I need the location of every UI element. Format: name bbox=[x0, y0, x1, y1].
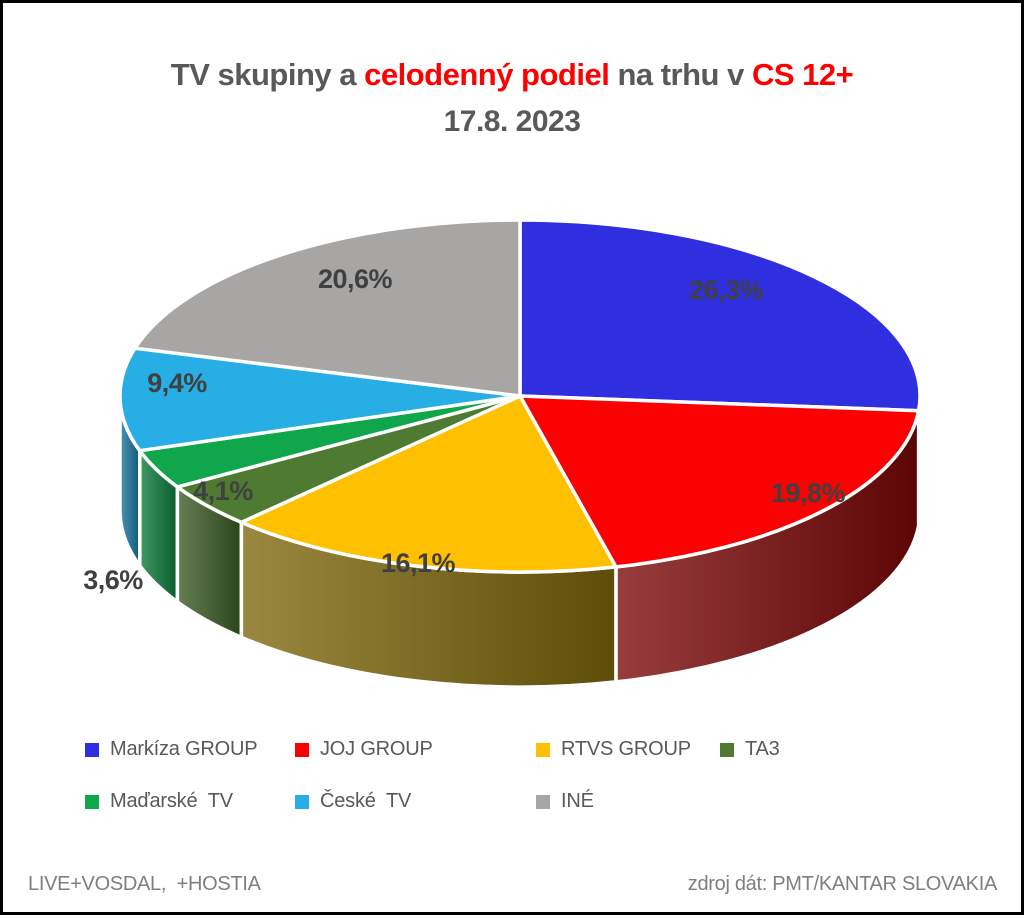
pie-slice-label: 9,4% bbox=[147, 368, 207, 398]
title-part-highlight: celodenný podiel bbox=[364, 57, 610, 92]
pie-slice-label: 19,8% bbox=[771, 478, 846, 508]
footer-source: zdroj dát: PMT/KANTAR SLOVAKIA bbox=[687, 873, 998, 895]
pie-slice-label: 20,6% bbox=[318, 264, 393, 294]
chart-title-line1: TV skupiny a celodenný podiel na trhu v … bbox=[3, 51, 1021, 98]
pie-chart: 26,3% 19,8% 16,1% 4,1% 3,6% 9,4% 20,6% bbox=[83, 218, 922, 689]
pie-slice-label: 3,6% bbox=[83, 565, 143, 595]
pie-slice-label: 26,3% bbox=[689, 275, 764, 305]
pie-slice-label: 16,1% bbox=[381, 548, 456, 578]
title-date: 17.8. 2023 bbox=[443, 105, 581, 138]
title-part: na trhu v bbox=[609, 57, 752, 92]
pie-slice bbox=[518, 394, 921, 569]
title-part-highlight: CS 12+ bbox=[751, 57, 854, 92]
pie-slice bbox=[518, 218, 922, 413]
pie-slice bbox=[133, 218, 522, 398]
pie-slice bbox=[239, 394, 618, 574]
chart-title: TV skupiny a celodenný podiel na trhu v … bbox=[3, 51, 1021, 145]
pie-slice bbox=[118, 346, 522, 453]
title-part: TV skupiny a bbox=[170, 57, 365, 92]
pie-slice-label: 4,1% bbox=[193, 476, 253, 506]
footer-note: LIVE+VOSDAL, +HOSTIA bbox=[28, 873, 261, 895]
